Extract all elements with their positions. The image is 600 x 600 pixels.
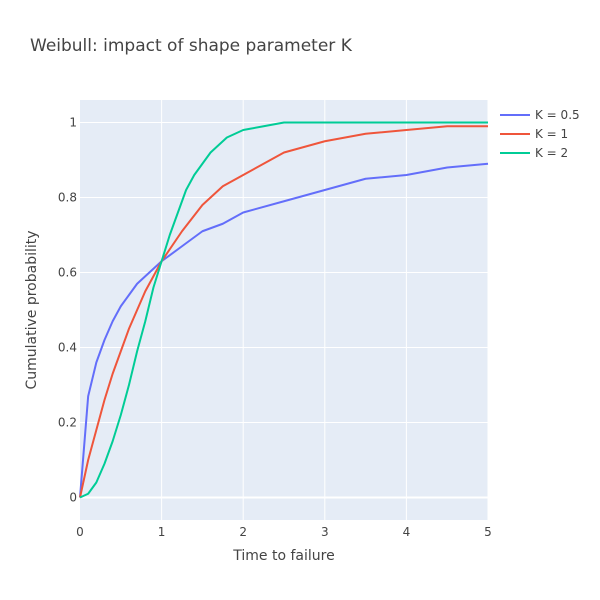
x-tick-label: 3 bbox=[321, 525, 329, 539]
y-tick-labels: 0 0.2 0.4 0.6 0.8 1 bbox=[58, 116, 77, 505]
x-tick-label: 1 bbox=[158, 525, 166, 539]
x-tick-label: 5 bbox=[484, 525, 492, 539]
series-line-3 bbox=[79, 121, 488, 499]
legend-label: K = 0.5 bbox=[535, 108, 580, 122]
y-tick-label: 0 bbox=[69, 491, 77, 505]
series-layer bbox=[79, 121, 489, 499]
x-axis-title: Time to failure bbox=[232, 548, 334, 564]
legend[interactable]: K = 0.5 K = 1 K = 2 bbox=[500, 108, 580, 160]
y-tick-label: 1 bbox=[69, 116, 77, 130]
legend-label: K = 1 bbox=[535, 127, 568, 141]
y-tick-label: 0.6 bbox=[58, 266, 77, 280]
legend-item-2[interactable]: K = 1 bbox=[500, 127, 568, 141]
y-axis-title: Cumulative probability bbox=[24, 230, 40, 389]
legend-item-3[interactable]: K = 2 bbox=[500, 146, 568, 160]
y-tick-label: 0.2 bbox=[58, 416, 77, 430]
y-tick-label: 0.8 bbox=[58, 191, 77, 205]
grid-layer bbox=[80, 100, 489, 520]
chart-title: Weibull: impact of shape parameter K bbox=[30, 36, 353, 56]
x-tick-label: 2 bbox=[239, 525, 247, 539]
y-tick-label: 0.4 bbox=[58, 341, 77, 355]
legend-item-1[interactable]: K = 0.5 bbox=[500, 108, 580, 122]
x-tick-labels: 0 1 2 3 4 5 bbox=[76, 525, 492, 539]
plot-area bbox=[80, 100, 488, 520]
legend-label: K = 2 bbox=[535, 146, 568, 160]
x-tick-label: 4 bbox=[403, 525, 411, 539]
x-tick-label: 0 bbox=[76, 525, 84, 539]
